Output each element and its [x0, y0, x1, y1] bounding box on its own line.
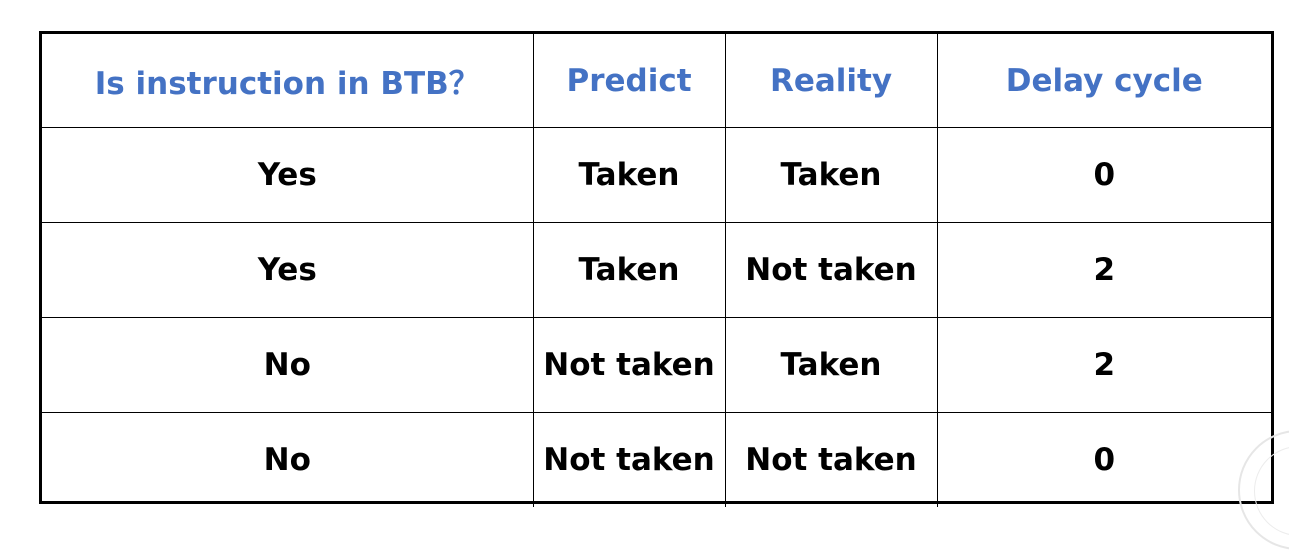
cell-predict: Not taken [532, 412, 726, 507]
table-row: Yes Taken Taken 0 [42, 127, 1271, 223]
btb-table-frame: Is instruction in BTB？ Predict Reality D… [39, 31, 1274, 507]
header-row: Is instruction in BTB？ Predict Reality D… [42, 34, 1271, 128]
cell-reality: Taken [724, 127, 938, 223]
cell-in-btb: No [42, 317, 534, 413]
cell-predict: Taken [532, 127, 726, 223]
cell-in-btb: No [42, 412, 534, 507]
cell-in-btb: Yes [42, 127, 534, 223]
cell-predict: Not taken [532, 317, 726, 413]
cell-predict: Taken [532, 222, 726, 318]
cell-delay-cycle: 2 [936, 222, 1271, 318]
cell-reality: Not taken [724, 412, 938, 507]
table-row: No Not taken Taken 2 [42, 317, 1271, 413]
header-predict: Predict [532, 34, 726, 128]
header-delay-cycle: Delay cycle [936, 34, 1271, 128]
table-row: Yes Taken Not taken 2 [42, 222, 1271, 318]
cell-delay-cycle: 2 [936, 317, 1271, 413]
cell-in-btb: Yes [42, 222, 534, 318]
cell-reality: Not taken [724, 222, 938, 318]
table-row: No Not taken Not taken 0 [42, 412, 1271, 507]
header-reality: Reality [724, 34, 938, 128]
header-in-btb: Is instruction in BTB？ [42, 34, 534, 128]
cell-reality: Taken [724, 317, 938, 413]
btb-delay-table: Is instruction in BTB？ Predict Reality D… [42, 34, 1271, 507]
cell-delay-cycle: 0 [936, 127, 1271, 223]
cell-delay-cycle: 0 [936, 412, 1271, 507]
